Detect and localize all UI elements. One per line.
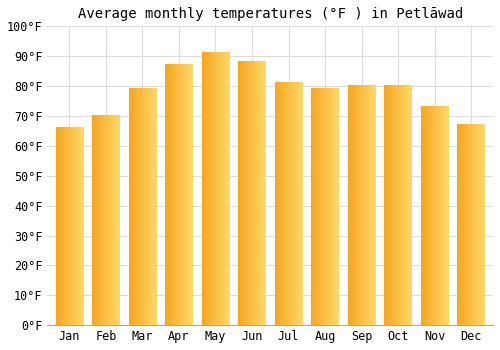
Title: Average monthly temperatures (°F ) in Petlāwad: Average monthly temperatures (°F ) in Pe… [78,7,463,21]
